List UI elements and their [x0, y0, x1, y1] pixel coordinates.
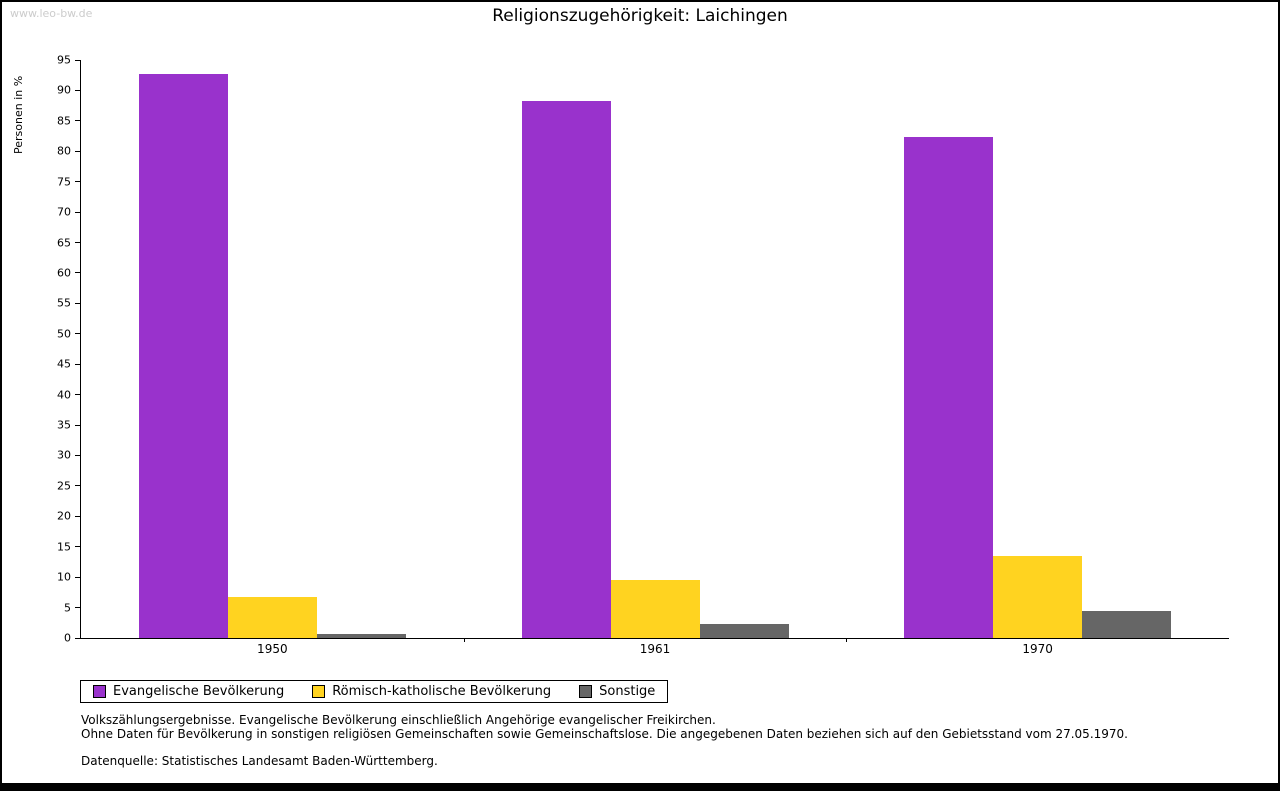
y-axis-tick [75, 576, 81, 578]
y-axis-tick [75, 272, 81, 274]
bar-r-misch-katholische-bev-lkerung-1950 [227, 597, 317, 638]
footnotes: Volkszählungsergebnisse. Evangelische Be… [81, 713, 1128, 768]
data-source-line: Datenquelle: Statistisches Landesamt Bad… [81, 754, 438, 768]
footnote-line-2: Ohne Daten für Bevölkerung in sonstigen … [81, 727, 1128, 741]
x-axis-label-1970: 1970 [1022, 642, 1053, 656]
x-axis-label-1950: 1950 [257, 642, 288, 656]
y-axis-tick [75, 546, 81, 548]
y-axis-tick-label: 20 [57, 509, 71, 523]
y-axis-tick-label: 80 [57, 144, 71, 158]
bar-group-1970 [904, 60, 1172, 638]
bar-group-1950 [138, 60, 406, 638]
y-axis-tick-label: 85 [57, 114, 71, 128]
legend-swatch-evangelische-bev-lkerung [93, 685, 106, 698]
y-axis-tick-label: 0 [64, 631, 71, 645]
y-axis-tick-label: 35 [57, 418, 71, 432]
y-axis-tick [75, 424, 81, 426]
y-axis-tick [75, 333, 81, 335]
y-axis-tick-label: 15 [57, 540, 71, 554]
watermark: www.leo-bw.de [10, 7, 93, 20]
plot-area: 0 5 10 15 20 25 30 35 40 45 50 55 60 65 70 75 80 85 90 95 19… [57, 55, 1229, 656]
legend-label-r-misch-katholische-bev-lkerung: Römisch-katholische Bevölkerung [332, 684, 552, 699]
bar-sonstige-1970 [1082, 611, 1172, 638]
y-axis-tick-label: 40 [57, 388, 71, 402]
bar-sonstige-1961 [699, 624, 789, 638]
x-axis-tick [846, 638, 848, 642]
y-axis-tick-label: 90 [57, 83, 71, 97]
y-axis-tick [75, 242, 81, 244]
legend-swatch-r-misch-katholische-bev-lkerung [312, 685, 326, 698]
y-axis-tick [75, 485, 81, 487]
y-axis-tick [75, 363, 81, 365]
y-axis-tick [75, 120, 81, 122]
legend: Evangelische Bevölkerung Römisch-katholis… [80, 680, 669, 703]
y-axis-tick-label: 50 [57, 327, 71, 341]
footnote-line-1: Volkszählungsergebnisse. Evangelische Be… [81, 713, 716, 727]
y-axis-tick-label: 25 [57, 479, 71, 493]
legend-item-evangelische-bev-lkerung: Evangelische Bevölkerung [93, 684, 284, 699]
y-axis-tick-label: 45 [57, 357, 71, 371]
bar-evangelische-bev-lkerung-1961 [521, 100, 611, 638]
y-axis-tick-label: 10 [57, 570, 71, 584]
y-axis-tick [75, 302, 81, 304]
y-axis-tick [75, 515, 81, 517]
y-axis-tick-label: 30 [57, 448, 71, 462]
bar-sonstige-1950 [316, 633, 406, 638]
bar-evangelische-bev-lkerung-1950 [138, 74, 228, 638]
y-axis-title: Personen in % [12, 75, 25, 154]
y-axis-tick [75, 637, 81, 639]
bar-r-misch-katholische-bev-lkerung-1961 [610, 579, 700, 638]
y-axis-tick [75, 59, 81, 61]
bar-r-misch-katholische-bev-lkerung-1970 [993, 556, 1083, 638]
bar-evangelische-bev-lkerung-1970 [904, 137, 994, 638]
legend-item-sonstige: Sonstige [579, 684, 655, 699]
y-axis-tick-label: 5 [64, 601, 71, 615]
bar-group-1961 [521, 60, 789, 638]
y-axis-tick [75, 211, 81, 213]
legend-swatch-sonstige [579, 685, 593, 698]
y-axis-tick-label: 75 [57, 175, 71, 189]
y-axis-tick-label: 70 [57, 205, 71, 219]
y-axis-tick [75, 394, 81, 396]
x-axis-tick [463, 638, 465, 642]
x-axis-label-1961: 1961 [639, 642, 671, 656]
y-axis-tick-label: 60 [57, 266, 71, 280]
y-axis-tick [75, 89, 81, 91]
y-axis-tick-label: 65 [57, 236, 71, 250]
legend-item-r-misch-katholische-bev-lkerung: Römisch-katholische Bevölkerung [312, 684, 551, 699]
y-axis-tick [75, 607, 81, 609]
y-axis-tick [75, 150, 81, 152]
legend-label-evangelische-bev-lkerung: Evangelische Bevölkerung [113, 684, 285, 699]
chart-title: Religionszugehörigkeit: Laichingen [492, 6, 788, 26]
y-axis-tick-label: 95 [57, 53, 71, 67]
y-axis-tick [75, 454, 81, 456]
y-axis-tick [75, 181, 81, 183]
legend-label-sonstige: Sonstige [599, 684, 656, 699]
y-axis-tick-label: 55 [57, 296, 71, 310]
